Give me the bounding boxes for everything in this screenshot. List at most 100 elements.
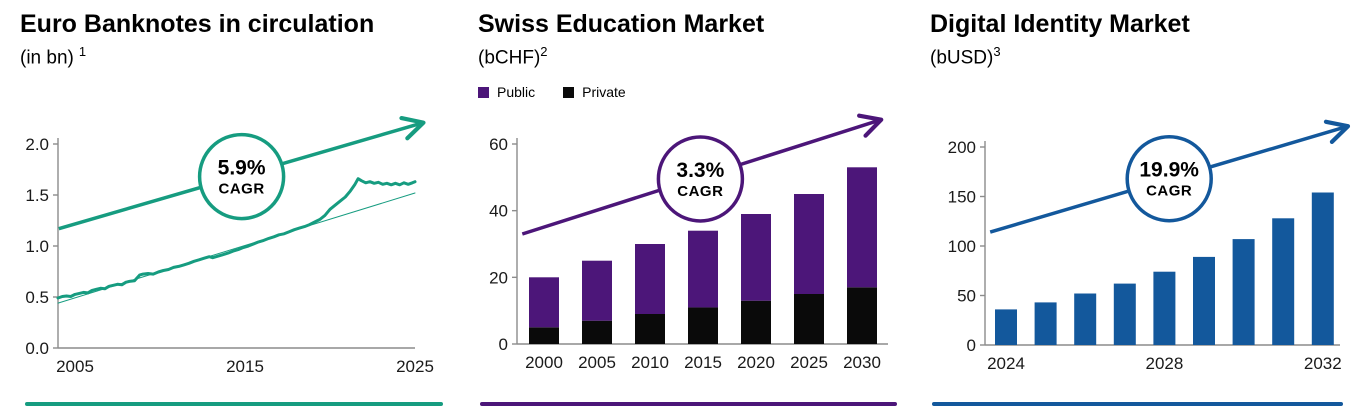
bar	[582, 260, 612, 321]
legend: Public Private	[478, 84, 626, 100]
x-tick-label: 2000	[525, 353, 563, 372]
y-tick-label: 0	[967, 336, 976, 355]
series-banknotes-in-circulation	[56, 177, 417, 300]
cagr-annotation: 5.9%CAGR	[58, 115, 426, 231]
panel-accent-underline	[480, 402, 897, 406]
panel-title: Euro Banknotes in circulation	[20, 10, 374, 38]
panel-title-text: Euro Banknotes in circulation	[20, 10, 375, 38]
panel-swiss-education: Swiss Education Market (bCHF)2 Public Pr…	[478, 0, 898, 420]
bar	[635, 314, 665, 344]
y-tick-label: 20	[489, 268, 508, 287]
bar	[1074, 293, 1097, 345]
x-tick-label: 2015	[226, 357, 264, 376]
cagr-value-text: 3.3%	[676, 159, 724, 182]
digital-identity-bar-chart: 0 50 100 150 200 2024 2028 2032 19.9%CAGR	[948, 119, 1351, 373]
panel-title: Digital Identity Market	[930, 10, 1190, 38]
y-tick-label: 50	[957, 287, 976, 306]
panel-subtitle: (in bn) 1	[20, 44, 86, 69]
y-tick-label: 0	[499, 335, 508, 354]
bar	[1034, 302, 1057, 345]
footnote-ref: 1	[78, 44, 87, 59]
panel-subtitle: (bCHF)2	[478, 44, 548, 69]
bar	[741, 300, 771, 344]
bar	[1232, 239, 1255, 345]
x-tick-label: 2025	[396, 357, 434, 376]
bar	[1113, 283, 1136, 345]
y-tick-label: 2.0	[25, 135, 49, 154]
x-tick-label: 2025	[790, 353, 828, 372]
cagr-circle	[197, 132, 286, 221]
swiss-education-stacked-bar-chart: 0 20 40 60 2000 2005 2010 2015 2020 2025 2030 3.3%C…	[489, 113, 888, 372]
bar	[582, 320, 612, 344]
y-tick-label: 200	[948, 138, 976, 157]
y-tick-label: 1.5	[25, 186, 49, 205]
euro-banknotes-line-chart: 0.0 0.5 1.0 1.5 2.0 2005 2015 2025 5.9%CAGR	[25, 115, 434, 376]
panel-subtitle-text: (bUSD)	[930, 47, 994, 69]
legend-swatch-public	[478, 86, 489, 98]
cagr-value-text: 5.9%	[218, 157, 266, 180]
x-tick-label: 2005	[56, 357, 94, 376]
bar	[635, 244, 665, 314]
bar	[1193, 256, 1215, 345]
panel-accent-underline	[25, 402, 443, 406]
legend-swatch-private	[563, 86, 575, 98]
panel-subtitle-text: (in bn)	[20, 47, 74, 69]
bar	[995, 309, 1017, 345]
legend-label-public: Public	[497, 84, 536, 100]
x-tick-label: 2010	[631, 353, 669, 372]
axes: 0 50 100 150 200 2024 2028 2032	[948, 138, 1342, 373]
footnote-ref: 3	[993, 44, 1001, 59]
cagr-label-text: CAGR	[677, 183, 723, 200]
panel-title: Swiss Education Market	[478, 10, 764, 38]
panel-euro-banknotes: Euro Banknotes in circulation (in bn) 1 0…	[20, 0, 445, 420]
axes: 0.0 0.5 1.0 1.5 2.0 2005 2015 2025	[25, 135, 434, 376]
x-tick-label: 2028	[1145, 354, 1183, 373]
series-Private	[529, 287, 877, 344]
series-linear-trend	[57, 192, 416, 304]
panel-subtitle-text: (bCHF)	[478, 47, 541, 69]
cagr-label-text: CAGR	[1146, 183, 1192, 200]
cagr-circle	[656, 135, 745, 223]
y-tick-label: 60	[489, 135, 508, 154]
bar	[794, 294, 824, 344]
cagr-circle	[1125, 134, 1213, 223]
bar	[529, 277, 559, 328]
y-tick-label: 100	[948, 237, 976, 256]
x-tick-label: 2015	[684, 353, 722, 372]
bar	[688, 230, 718, 308]
legend-label-private: Private	[582, 84, 626, 100]
axes: 0 20 40 60 2000 2005 2010 2015 2020 2025 2030	[489, 135, 888, 372]
series-digital-identity-market	[995, 192, 1334, 345]
panel-digital-identity: Digital Identity Market (bUSD)3 0 50 100 15…	[930, 0, 1366, 420]
bar	[529, 327, 559, 344]
bar	[847, 167, 877, 288]
panel-title-text: Digital Identity Market	[930, 10, 1190, 38]
legend-item-private: Private	[563, 84, 626, 100]
panel-subtitle: (bUSD)3	[930, 44, 1001, 69]
cagr-annotation: 3.3%CAGR	[521, 113, 884, 236]
bar	[1311, 192, 1334, 345]
x-tick-label: 2024	[987, 354, 1025, 373]
panel-accent-underline	[932, 402, 1343, 406]
bar	[1153, 271, 1176, 345]
x-tick-label: 2020	[737, 353, 775, 372]
bar	[1272, 218, 1295, 345]
y-tick-label: 0.5	[25, 288, 49, 307]
footnote-ref: 2	[540, 44, 548, 59]
x-tick-label: 2030	[843, 353, 881, 372]
x-tick-label: 2005	[578, 353, 616, 372]
series-Public	[529, 167, 877, 328]
y-tick-label: 150	[948, 188, 976, 207]
bar	[794, 194, 824, 294]
x-tick-label: 2032	[1304, 354, 1342, 373]
panel-title-text: Swiss Education Market	[478, 10, 765, 38]
legend-item-public: Public	[478, 84, 535, 100]
cagr-label-text: CAGR	[219, 181, 265, 198]
y-tick-label: 1.0	[25, 237, 49, 256]
cagr-annotation: 19.9%CAGR	[989, 119, 1351, 234]
bar	[688, 307, 718, 344]
bar	[847, 287, 877, 344]
bar	[741, 214, 771, 301]
y-tick-label: 0.0	[25, 339, 49, 358]
